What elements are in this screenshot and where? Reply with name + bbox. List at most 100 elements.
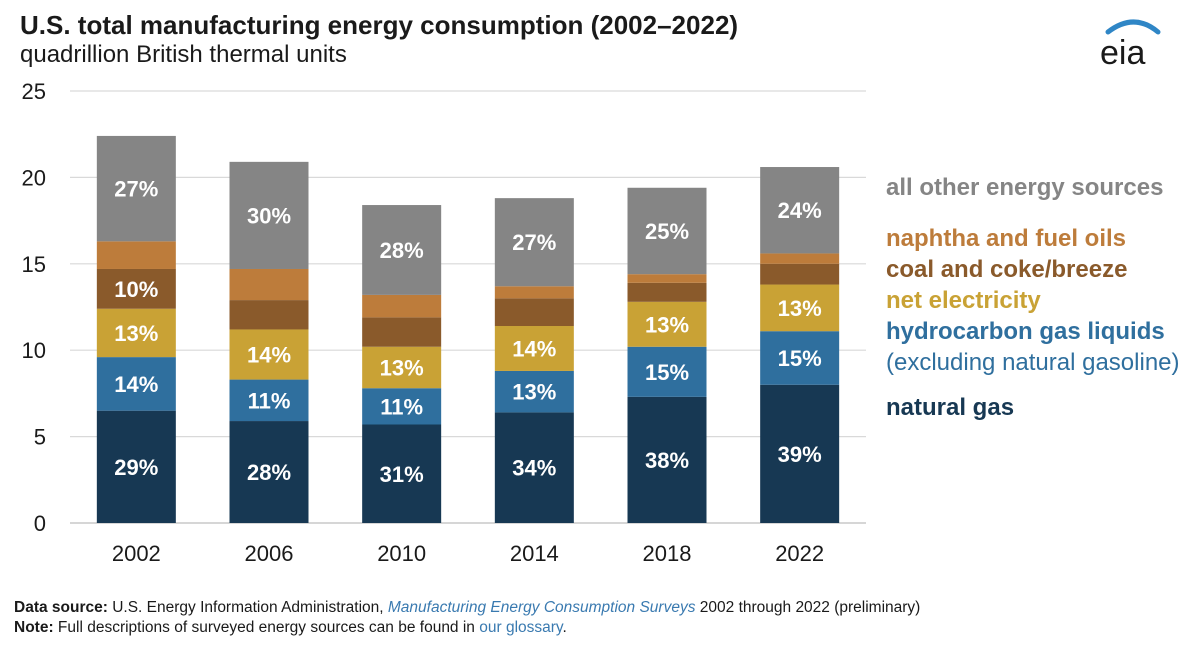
bar-segment-2006-1	[229, 379, 309, 422]
bar-segment-2014-1	[494, 370, 574, 413]
bar-segment-2002-3	[96, 268, 176, 309]
bar-segment-2014-3	[494, 298, 574, 327]
x-axis-labels: 2002 2006 2010 2014 2018 2022	[112, 541, 824, 566]
data-label: 39%	[778, 442, 822, 467]
bar-segment-2002-5	[96, 135, 176, 242]
y-tick-label: 10	[22, 338, 46, 363]
eia-logo-text: eia	[1100, 34, 1145, 72]
note-tail: .	[562, 619, 567, 636]
mecs-link[interactable]: Manufacturing Energy Consumption Surveys	[387, 599, 696, 616]
bar-segment-2010-4	[362, 294, 442, 318]
bar-segment-2018-3	[627, 282, 707, 302]
y-axis-labels: 0 5 10 15 20 25	[22, 79, 46, 536]
data-label: 27%	[512, 230, 556, 255]
y-tick-label: 0	[34, 511, 46, 536]
data-label: 27%	[114, 177, 158, 202]
data-source-line: Data source: U.S. Energy Information Adm…	[14, 598, 920, 618]
x-tick-label: 2018	[643, 541, 692, 566]
data-label: 11%	[380, 394, 423, 419]
bar-segment-2022-2	[760, 284, 840, 332]
note-line: Note: Full descriptions of surveyed ener…	[14, 618, 920, 638]
data-label: 13%	[512, 380, 556, 405]
bar-segment-2006-0	[229, 421, 309, 523]
bar-segment-2022-4	[760, 253, 840, 264]
data-label: 14%	[512, 336, 556, 361]
bar-segment-2002-4	[96, 241, 176, 269]
x-tick-label: 2006	[245, 541, 294, 566]
bar-segment-2002-2	[96, 308, 176, 358]
data-label: 28%	[380, 238, 424, 263]
data-label: 25%	[645, 219, 689, 244]
legend-item-hgl: hydrocarbon gas liquids (excluding natur…	[886, 316, 1186, 378]
bar-segment-2010-0	[362, 424, 442, 523]
chart-title: U.S. total manufacturing energy consumpt…	[20, 10, 739, 40]
glossary-link[interactable]: our glossary	[479, 619, 563, 636]
bar-segment-2014-2	[494, 326, 574, 371]
y-tick-label: 5	[34, 425, 46, 450]
bar-segment-2010-3	[362, 317, 442, 347]
data-label: 14%	[114, 372, 158, 397]
bar-segment-2010-5	[362, 205, 442, 295]
chart-legend: all other energy sources naphtha and fue…	[886, 172, 1186, 423]
legend-hgl-rest: (excluding natural gasoline)	[886, 349, 1180, 376]
data-label: 13%	[380, 355, 424, 380]
data-label: 28%	[247, 460, 291, 485]
bar-segment-2014-0	[494, 412, 574, 523]
x-tick-label: 2022	[775, 541, 824, 566]
y-tick-label: 15	[22, 252, 46, 277]
bar-segment-2002-0	[96, 410, 176, 523]
bar-segment-2006-4	[229, 268, 309, 301]
chart-footer: Data source: U.S. Energy Information Adm…	[14, 598, 920, 638]
bar-segment-2018-5	[627, 187, 707, 275]
data-source-label: Data source:	[14, 599, 108, 616]
bar-segment-2022-3	[760, 263, 840, 285]
x-tick-label: 2010	[377, 541, 426, 566]
bar-segment-2014-4	[494, 286, 574, 299]
bar-segment-2022-1	[760, 331, 840, 385]
bar-segment-2006-5	[229, 161, 309, 269]
data-label: 14%	[247, 343, 291, 368]
legend-item-electricity: net electricity	[886, 287, 1041, 314]
x-tick-label: 2002	[112, 541, 161, 566]
bar-segment-2006-2	[229, 329, 309, 380]
bar-segment-2010-2	[362, 346, 442, 389]
data-label: 11%	[248, 388, 291, 413]
chart-subtitle: quadrillion British thermal units	[20, 41, 347, 68]
data-label: 34%	[512, 456, 556, 481]
data-source-text: U.S. Energy Information Administration,	[107, 599, 388, 616]
data-label: 10%	[114, 277, 158, 302]
bar-segment-2006-3	[229, 300, 309, 330]
data-label: 31%	[380, 462, 424, 487]
note-text: Full descriptions of surveyed energy sou…	[53, 619, 480, 636]
bar-segment-2022-0	[760, 384, 840, 523]
y-tick-label: 20	[22, 165, 46, 190]
data-label: 15%	[645, 360, 689, 385]
bar-segment-2018-0	[627, 396, 707, 523]
bar-segment-2018-1	[627, 346, 707, 397]
legend-item-coal: coal and coke/breeze	[886, 256, 1128, 283]
bar-segment-2014-5	[494, 198, 574, 287]
note-label: Note:	[14, 619, 54, 636]
chart-grid	[70, 90, 866, 524]
chart-bars: 29% 14% 13% 10% 27% 28% 11% 14% 30% 31% 11% 13% 28% 3…	[96, 135, 840, 523]
data-label: 30%	[247, 203, 291, 228]
data-label: 29%	[114, 455, 158, 480]
eia-logo: eia	[1100, 19, 1161, 72]
data-label: 13%	[645, 312, 689, 337]
bar-segment-2018-4	[627, 274, 707, 283]
data-label: 15%	[778, 346, 822, 371]
data-source-tail: 2002 through 2022 (preliminary)	[695, 599, 921, 616]
bar-segment-2018-2	[627, 301, 707, 347]
legend-item-natural-gas: natural gas	[886, 394, 1015, 421]
data-label: 13%	[778, 296, 822, 321]
bar-segment-2010-1	[362, 388, 442, 425]
data-label: 13%	[114, 321, 158, 346]
bar-segment-2002-1	[96, 357, 176, 411]
legend-item-all-other: all other energy sources	[886, 174, 1164, 201]
y-tick-label: 25	[22, 79, 46, 104]
legend-hgl-bold: hydrocarbon gas liquids	[886, 318, 1165, 345]
bar-segment-2022-5	[760, 167, 840, 254]
data-label: 38%	[645, 448, 689, 473]
x-tick-label: 2014	[510, 541, 559, 566]
